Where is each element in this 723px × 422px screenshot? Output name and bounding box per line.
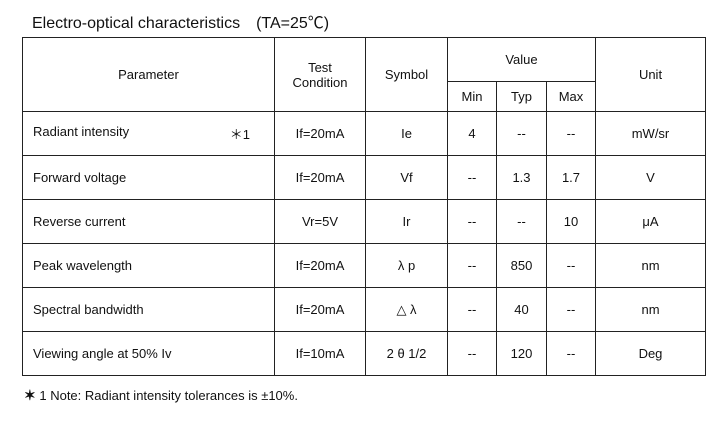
cell: Vr=5V	[274, 199, 366, 244]
header-cell: Test Condition	[274, 37, 366, 112]
table-row: Reverse current Vr=5V Ir -- -- 10 μA	[22, 199, 706, 244]
cell: --	[447, 243, 497, 288]
header-cell: Unit	[595, 37, 706, 112]
parameter: Peak wavelength	[33, 258, 133, 273]
cell: --	[546, 111, 596, 156]
header-cell: Max	[546, 81, 596, 112]
parameter: Radiant intensity	[33, 124, 130, 139]
cell: 2 θ 1/2	[365, 331, 448, 376]
table-row: Viewing angle at 50% Iv If=10mA 2 θ 1/2 -- 1…	[22, 331, 706, 376]
cell: nm	[595, 287, 706, 332]
cell: --	[447, 199, 497, 244]
cell: Peak wavelength	[22, 243, 275, 288]
cell: △ λ	[365, 287, 448, 332]
footnote-mark: ✶	[24, 387, 36, 403]
note-mark: ＊1	[229, 127, 250, 142]
cell: --	[447, 331, 497, 376]
parameter: Forward voltage	[33, 170, 127, 185]
cell: Deg	[595, 331, 706, 376]
table-row: Peak wavelength If=20mA λ p -- 850 -- nm	[22, 243, 706, 288]
header-cell: Parameter	[22, 37, 275, 112]
cell: If=20mA	[274, 111, 366, 156]
parameter: Spectral bandwidth	[33, 302, 144, 317]
cell: Spectral bandwidth	[22, 287, 275, 332]
cell: nm	[595, 243, 706, 288]
footnote: ✶ 1 Note: Radiant intensity tolerances i…	[24, 387, 298, 404]
cell: V	[595, 155, 706, 200]
cell: --	[447, 287, 497, 332]
cell: If=20mA	[274, 287, 366, 332]
table-body: Parameter Test Condition Symbol Value Un…	[22, 37, 706, 376]
header-cell: Value	[447, 37, 596, 82]
cell: 10	[546, 199, 596, 244]
parameter: Reverse current	[33, 214, 126, 229]
cell: Ir	[365, 199, 448, 244]
footnote-text: 1 Note: Radiant intensity tolerances is …	[39, 388, 298, 403]
parameter: Viewing angle at 50% Iv	[33, 346, 172, 361]
cell: 40	[496, 287, 547, 332]
cell: --	[546, 243, 596, 288]
cell: Reverse current	[22, 199, 275, 244]
cell: Forward voltage	[22, 155, 275, 200]
cell: If=20mA	[274, 155, 366, 200]
cell: 850	[496, 243, 547, 288]
cell: 1.7	[546, 155, 596, 200]
cell: --	[546, 331, 596, 376]
cell: --	[546, 287, 596, 332]
table-row: Spectral bandwidth If=20mA △ λ -- 40 -- nm	[22, 287, 706, 332]
cell: --	[447, 155, 497, 200]
table-row: ＊1 Radiant intensity If=20mA Ie 4 -- -- mW/sr	[22, 111, 706, 156]
cell: Ie	[365, 111, 448, 156]
cell: μA	[595, 199, 706, 244]
header-cell: Min	[447, 81, 497, 112]
table: Parameter Test Condition Symbol Value Un…	[22, 37, 706, 376]
cell: --	[496, 199, 547, 244]
cell: ＊1 Radiant intensity	[22, 111, 275, 156]
title: Electro-optical characteristics (TA=25℃)	[32, 15, 330, 32]
cell: 4	[447, 111, 497, 156]
cell: Vf	[365, 155, 448, 200]
header-cell: Symbol	[365, 37, 448, 112]
cell: If=20mA	[274, 243, 366, 288]
cell: Viewing angle at 50% Iv	[22, 331, 275, 376]
cell: mW/sr	[595, 111, 706, 156]
header-cell: Typ	[496, 81, 547, 112]
cell: --	[496, 111, 547, 156]
cell: λ p	[365, 243, 448, 288]
cell: If=10mA	[274, 331, 366, 376]
cell: 120	[496, 331, 547, 376]
table-row: Forward voltage If=20mA Vf -- 1.3 1.7 V	[22, 155, 706, 200]
cell: 1.3	[496, 155, 547, 200]
